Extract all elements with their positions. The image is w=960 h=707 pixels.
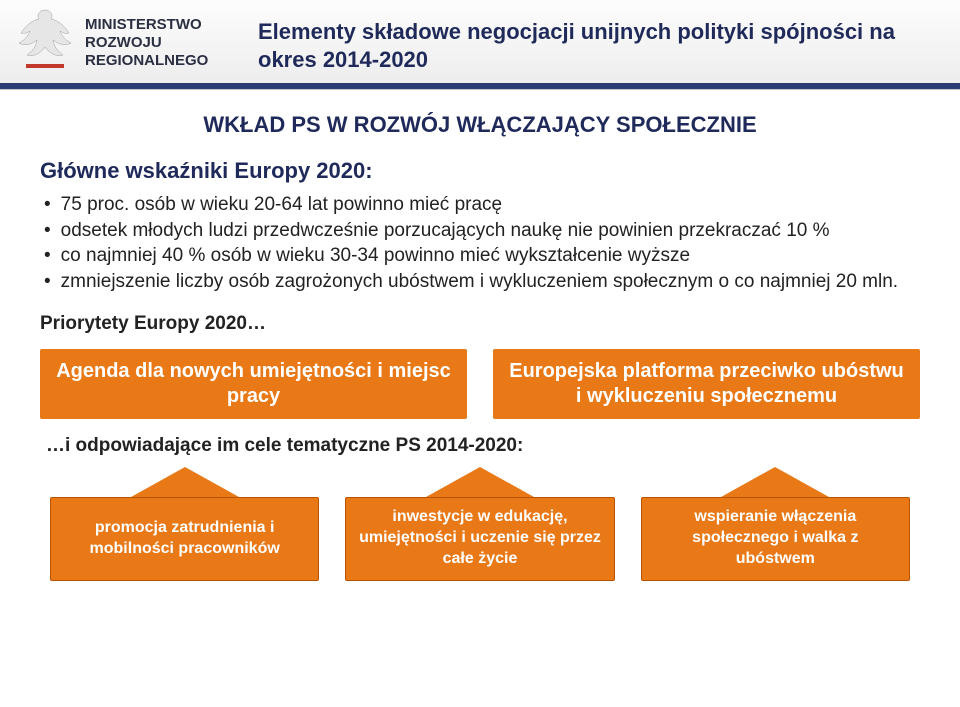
list-item: odsetek młodych ludzi przedwcześnie porz… (44, 218, 920, 244)
ministry-line: MINISTERSTWO (85, 16, 208, 34)
theme-box-inclusion: wspieranie włączenia społecznego i walka… (641, 497, 910, 581)
themes-heading: …i odpowiadające im cele tematyczne PS 2… (46, 435, 920, 457)
themes-row: promocja zatrudnienia i mobilności praco… (40, 497, 920, 581)
list-item: co najmniej 40 % osób w wieku 30-34 powi… (44, 243, 920, 269)
ministry-line: REGIONALNEGO (85, 52, 208, 70)
eagle-emblem-icon (10, 4, 80, 80)
slide-body: WKŁAD PS W ROZWÓJ WŁĄCZAJĄCY SPOŁECZNIE … (0, 90, 960, 581)
theme-arrow-wrap: inwestycje w edukację, umiejętności i uc… (345, 497, 614, 581)
slide-title: Elementy składowe negocjacji unijnych po… (258, 18, 930, 73)
priority-boxes-row: Agenda dla nowych umiejętności i miejsc … (40, 349, 920, 419)
theme-box-employment: promocja zatrudnienia i mobilności praco… (50, 497, 319, 581)
theme-arrow-wrap: promocja zatrudnienia i mobilności praco… (50, 497, 319, 581)
ministry-line: ROZWOJU (85, 34, 208, 52)
list-item: 75 proc. osób w wieku 20-64 lat powinno … (44, 192, 920, 218)
header-banner: MINISTERSTWO ROZWOJU REGIONALNEGO Elemen… (0, 0, 960, 90)
indicators-heading: Główne wskaźniki Europy 2020: (40, 158, 920, 184)
priorities-heading: Priorytety Europy 2020… (40, 313, 920, 335)
indicators-list: 75 proc. osób w wieku 20-64 lat powinno … (40, 192, 920, 295)
theme-arrow-wrap: wspieranie włączenia społecznego i walka… (641, 497, 910, 581)
list-item: zmniejszenie liczby osób zagrożonych ubó… (44, 269, 920, 295)
ministry-name: MINISTERSTWO ROZWOJU REGIONALNEGO (85, 16, 208, 70)
priority-box-platform: Europejska platforma przeciwko ubóstwu i… (493, 349, 920, 419)
theme-box-education: inwestycje w edukację, umiejętności i uc… (345, 497, 614, 581)
priority-box-agenda: Agenda dla nowych umiejętności i miejsc … (40, 349, 467, 419)
subtitle: WKŁAD PS W ROZWÓJ WŁĄCZAJĄCY SPOŁECZNIE (40, 112, 920, 138)
